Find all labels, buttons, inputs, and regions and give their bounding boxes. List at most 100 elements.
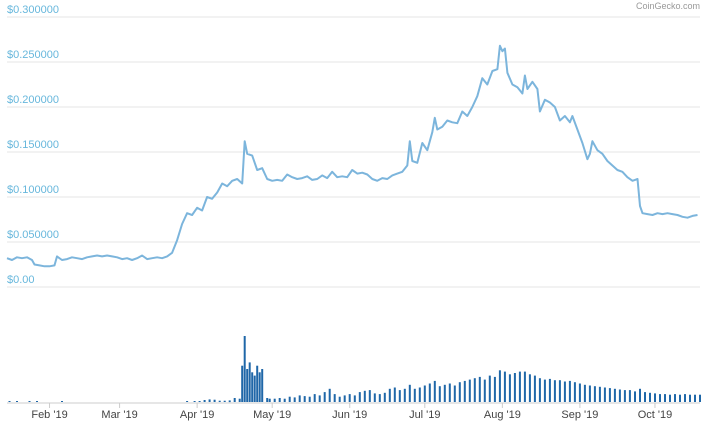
volume-bar xyxy=(186,401,189,402)
volume-bar xyxy=(443,384,446,402)
volume-bar xyxy=(383,392,386,402)
volume-bar xyxy=(558,380,561,402)
volume-bar xyxy=(318,395,321,402)
volume-bar xyxy=(251,372,254,402)
volume-bar xyxy=(303,396,306,402)
volume-bar xyxy=(588,385,591,402)
volume-bar xyxy=(533,375,536,402)
volume-bar xyxy=(266,398,269,402)
volume-bar xyxy=(498,370,501,402)
volume-bar xyxy=(613,388,616,402)
volume-bar xyxy=(483,379,486,402)
volume-bar xyxy=(278,398,281,402)
y-gridlines xyxy=(7,16,700,288)
volume-bar xyxy=(644,392,646,402)
volume-bar xyxy=(368,390,371,402)
volume-bar xyxy=(563,381,566,402)
volume-bar xyxy=(508,374,511,402)
volume-bar xyxy=(428,383,431,402)
volume-bar xyxy=(408,384,411,402)
volume-bar xyxy=(398,390,401,402)
volume-bar xyxy=(468,379,471,402)
volume-bar xyxy=(618,389,621,402)
volume-bar xyxy=(293,397,296,402)
volume-bar xyxy=(343,395,346,402)
volume-bar xyxy=(598,386,601,402)
volume-bar xyxy=(193,401,196,402)
volume-bar xyxy=(36,401,38,402)
volume-bar xyxy=(16,401,18,402)
volume-bars xyxy=(8,336,701,403)
volume-bar xyxy=(363,390,366,402)
x-tick-label: Jul '19 xyxy=(409,409,440,421)
volume-bar xyxy=(578,383,581,402)
volume-bar xyxy=(433,380,436,402)
x-axis-ticks: Feb '19 Mar '19 Apr '19 May '19 Jun '19 Jul '… xyxy=(31,403,672,421)
volume-bar xyxy=(448,383,451,402)
volume-bar xyxy=(218,400,221,402)
volume-bar xyxy=(8,401,11,402)
volume-bar xyxy=(358,392,361,402)
volume-bar xyxy=(203,400,206,402)
volume-bar xyxy=(659,394,661,402)
x-tick-label: May '19 xyxy=(253,409,291,421)
volume-bar xyxy=(684,394,686,402)
volume-bar xyxy=(679,394,681,402)
volume-bar xyxy=(418,387,421,402)
volume-bar xyxy=(623,390,626,402)
volume-bar xyxy=(453,385,456,402)
volume-bar xyxy=(689,394,691,402)
volume-bar xyxy=(223,400,226,402)
volume-bar xyxy=(233,398,236,402)
volume-bar xyxy=(523,371,526,402)
volume-bar xyxy=(478,376,481,402)
volume-bar xyxy=(473,378,476,402)
volume-bar xyxy=(463,380,466,402)
volume-bar xyxy=(273,398,276,402)
volume-bar xyxy=(423,385,426,402)
volume-bar xyxy=(438,386,441,402)
y-tick-label: $0.300000 xyxy=(7,4,59,16)
volume-bar xyxy=(258,372,261,402)
y-tick-label: $0.200000 xyxy=(7,94,59,106)
x-tick-label: Oct '19 xyxy=(638,409,673,421)
volume-bar xyxy=(241,365,244,402)
volume-bar xyxy=(283,398,286,402)
credit-label: CoinGecko.com xyxy=(636,1,700,11)
volume-bar xyxy=(413,388,416,402)
volume-bar xyxy=(373,393,376,402)
volume-bar xyxy=(213,399,216,402)
volume-bar xyxy=(268,398,271,402)
volume-bar xyxy=(323,392,326,402)
x-tick-label: Apr '19 xyxy=(180,409,215,421)
y-axis-ticks: $0.00 $0.050000 $0.100000 $0.150000 $0.20000… xyxy=(7,4,59,286)
volume-bar xyxy=(308,396,311,402)
volume-bar xyxy=(608,388,611,402)
volume-bar xyxy=(393,387,396,402)
volume-bar xyxy=(603,387,606,402)
price-line xyxy=(6,44,698,268)
volume-bar xyxy=(208,399,211,402)
volume-bar xyxy=(243,336,246,402)
volume-bar xyxy=(248,362,251,402)
x-tick-label: Aug '19 xyxy=(484,409,521,421)
x-tick-label: Jun '19 xyxy=(332,409,367,421)
volume-bar xyxy=(649,392,651,402)
volume-bar xyxy=(654,393,656,402)
volume-bar xyxy=(493,376,496,402)
volume-bar xyxy=(261,369,264,402)
volume-bar xyxy=(669,394,671,402)
x-tick-label: Mar '19 xyxy=(101,409,137,421)
volume-bar xyxy=(528,374,531,402)
y-tick-label: $0.00 xyxy=(7,274,35,286)
volume-bar xyxy=(639,388,641,402)
volume-bar xyxy=(593,386,596,402)
volume-bar xyxy=(674,394,676,402)
volume-bar xyxy=(298,395,301,402)
volume-bar xyxy=(333,394,336,402)
volume-bar xyxy=(503,371,506,402)
volume-bar xyxy=(573,382,576,402)
volume-bar xyxy=(553,380,556,402)
volume-bar xyxy=(353,395,356,402)
